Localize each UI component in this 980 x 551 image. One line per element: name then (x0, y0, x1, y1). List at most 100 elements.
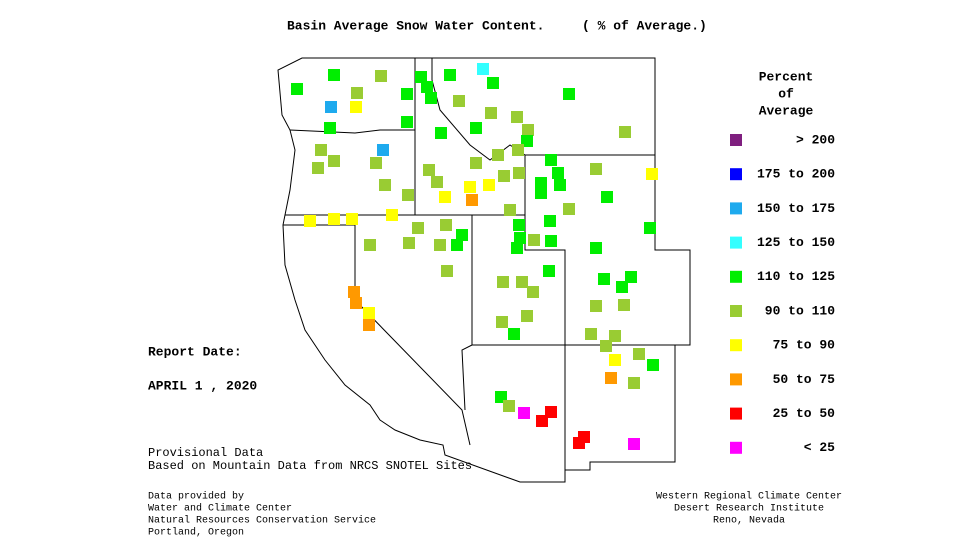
title: Basin Average Snow Water Content. (287, 18, 544, 33)
site-marker (521, 310, 533, 322)
site-marker (377, 144, 389, 156)
credit: Portland, Oregon (148, 527, 244, 539)
legend-title: of (778, 86, 794, 101)
site-marker (423, 164, 435, 176)
legend-label: 75 to 90 (773, 338, 836, 353)
site-marker (434, 239, 446, 251)
site-marker (477, 63, 489, 75)
site-marker (535, 187, 547, 199)
site-marker (375, 70, 387, 82)
site-marker (496, 316, 508, 328)
publisher: Reno, Nevada (713, 515, 785, 527)
site-marker (518, 407, 530, 419)
site-marker (618, 299, 630, 311)
site-marker (440, 219, 452, 231)
site-marker (628, 377, 640, 389)
site-marker (513, 219, 525, 231)
site-marker (601, 191, 613, 203)
site-marker (544, 215, 556, 227)
site-marker (605, 372, 617, 384)
site-marker (616, 281, 628, 293)
site-marker (315, 144, 327, 156)
site-marker (563, 203, 575, 215)
site-marker (508, 328, 520, 340)
site-marker (545, 406, 557, 418)
legend-swatch (730, 236, 742, 249)
site-marker (346, 213, 358, 225)
legend-swatch (730, 168, 742, 181)
site-marker (453, 95, 465, 107)
site-marker (451, 239, 463, 251)
site-marker (363, 307, 375, 319)
legend-swatch (730, 134, 742, 146)
site-marker (647, 359, 659, 371)
site-marker (421, 81, 433, 93)
site-marker (328, 155, 340, 167)
site-marker (511, 242, 523, 254)
site-marker (628, 438, 640, 450)
site-marker (456, 229, 468, 241)
site-marker (379, 179, 391, 191)
site-marker (487, 77, 499, 89)
state-borders (277, 57, 691, 483)
site-marker (522, 124, 534, 136)
site-marker (425, 92, 437, 104)
site-marker (609, 330, 621, 342)
site-marker (351, 87, 363, 99)
site-marker (504, 204, 516, 216)
legend-label: 50 to 75 (773, 372, 836, 387)
legend-label: 25 to 50 (773, 406, 836, 421)
site-marker (514, 232, 526, 244)
site-marker (633, 348, 645, 360)
legend-title: Average (759, 103, 814, 118)
site-marker (350, 101, 362, 113)
legend-swatch (730, 270, 742, 283)
site-marker (312, 162, 324, 174)
credit: Water and Climate Center (148, 503, 292, 515)
site-marker (563, 88, 575, 100)
provisional-note: Provisional Data (148, 446, 263, 460)
site-marker (304, 215, 316, 227)
provisional-note: Based on Mountain Data from NRCS SNOTEL … (148, 459, 472, 473)
site-marker (402, 189, 414, 201)
site-marker (545, 154, 557, 166)
legend-swatch (730, 202, 742, 215)
site-marker (441, 265, 453, 277)
site-marker (516, 276, 528, 288)
site-marker (370, 157, 382, 169)
site-marker (464, 181, 476, 193)
site-marker (552, 167, 564, 179)
legend-label: < 25 (804, 440, 835, 455)
site-marker (644, 222, 656, 234)
site-marker (619, 126, 631, 138)
site-marker (528, 234, 540, 246)
site-marker (401, 116, 413, 128)
site-marker (291, 83, 303, 95)
site-marker (485, 107, 497, 119)
legend-label: 110 to 125 (757, 269, 835, 284)
site-marker (431, 176, 443, 188)
site-marker (646, 168, 658, 180)
site-marker (554, 179, 566, 191)
site-marker (590, 300, 602, 312)
subtitle: ( % of Average.) (582, 18, 707, 33)
site-marker (513, 167, 525, 179)
publisher: Western Regional Climate Center (656, 491, 842, 503)
report-date: APRIL 1 , 2020 (148, 378, 257, 393)
site-marker (324, 122, 336, 134)
site-marker (325, 101, 337, 113)
site-marker (598, 273, 610, 285)
site-marker (545, 235, 557, 247)
site-marker (543, 265, 555, 277)
site-marker (590, 163, 602, 175)
site-marker (364, 239, 376, 251)
site-marker (512, 144, 524, 156)
credit: Data provided by (148, 491, 244, 503)
site-marker (492, 149, 504, 161)
legend-swatch (730, 407, 742, 420)
legend-swatch (730, 305, 742, 317)
site-marker (439, 191, 451, 203)
site-marker (328, 213, 340, 225)
site-marker (600, 340, 612, 352)
